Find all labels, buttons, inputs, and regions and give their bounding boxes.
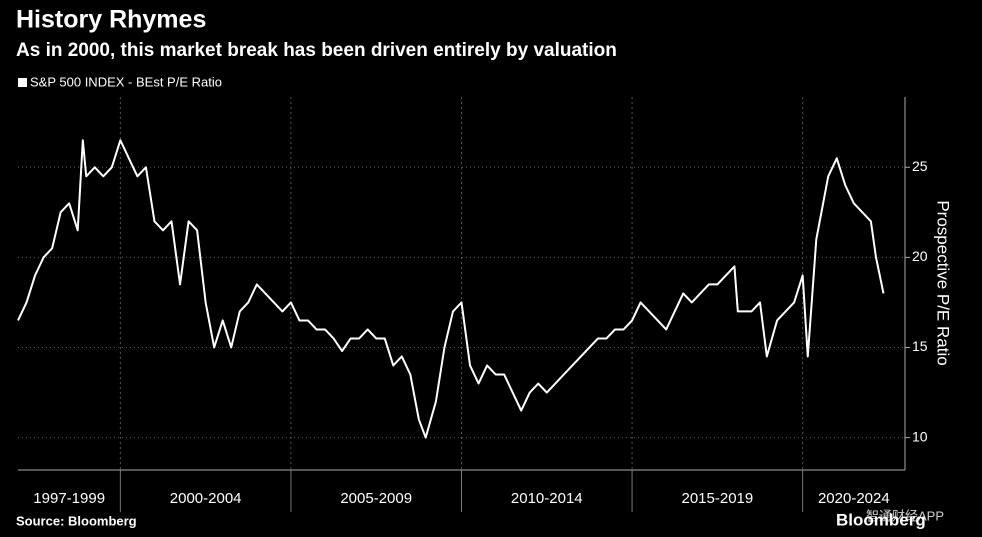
y-tick-label: 20 xyxy=(912,248,928,264)
x-period-label: 2005-2009 xyxy=(340,490,412,507)
y-tick-label: 15 xyxy=(912,338,928,354)
x-period-label: 2010-2014 xyxy=(511,490,583,507)
line-series xyxy=(17,139,885,439)
chart-subtitle: As in 2000, this market break has been d… xyxy=(16,40,617,61)
x-period-label: 2020-2024 xyxy=(818,490,890,507)
y-tick-label: 10 xyxy=(912,428,928,444)
source: Source: Bloomberg xyxy=(16,513,137,528)
x-period-label: 2000-2004 xyxy=(170,490,242,507)
x-period-label: 2015-2019 xyxy=(681,490,753,507)
x-period-label: 1997-1999 xyxy=(33,490,105,507)
legend-swatch xyxy=(18,78,27,87)
y-axis-label: Prospective P/E Ratio xyxy=(934,200,953,365)
legend-label: S&P 500 INDEX - BEst P/E Ratio xyxy=(30,74,222,89)
chart-title: History Rhymes xyxy=(16,6,206,34)
y-tick-label: 25 xyxy=(912,158,928,174)
watermark: 智通财经APP xyxy=(866,508,944,523)
logo: Bloomberg xyxy=(836,510,926,529)
